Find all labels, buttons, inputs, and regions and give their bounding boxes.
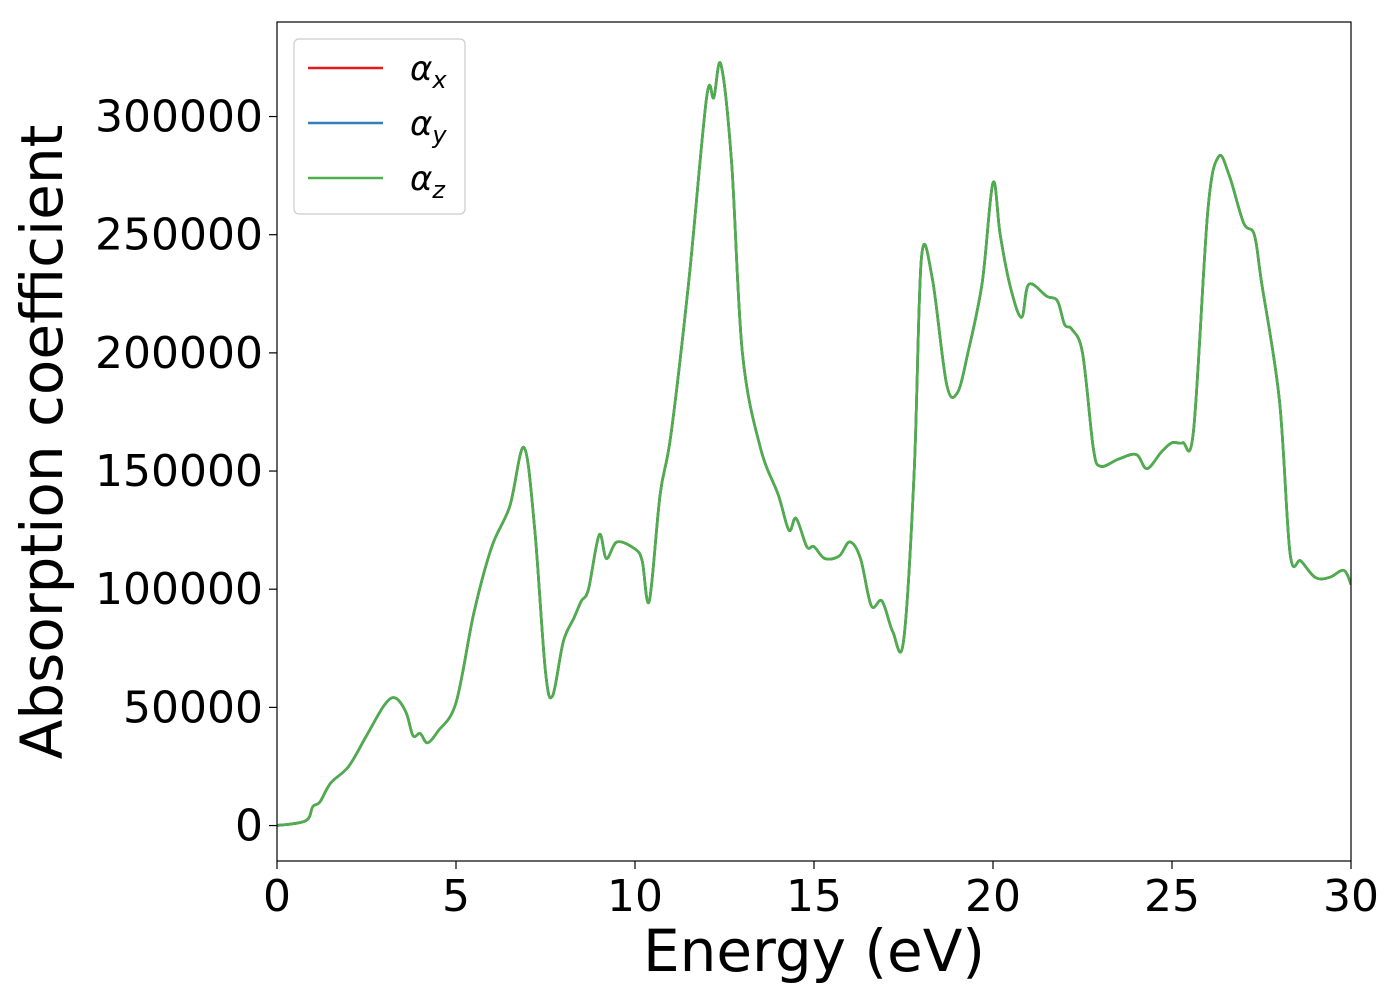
y-tick-label: 0 [235,801,263,852]
legend-frame [293,38,466,215]
y-axis: 0 50000 100000 150000 200000 250000 300000 [95,92,277,852]
x-tick-label: 30 [1323,871,1379,922]
y-tick-label: 50000 [123,682,263,733]
x-tick-label: 25 [1144,871,1200,922]
y-axis-title: Absorption coefficient [8,125,76,760]
legend: αx αy αz [293,38,466,215]
x-tick-label: 15 [786,871,842,922]
y-tick-label: 200000 [95,328,263,379]
series-layer [277,61,1351,827]
legend-label: αx [410,49,447,94]
legend-label: αy [410,104,447,149]
x-tick-label: 5 [442,871,470,922]
x-axis-title: Energy (eV) [643,917,985,985]
series-line-alpha-z [277,61,1351,827]
legend-label: αz [410,159,446,204]
x-axis: 0 5 10 15 20 25 30 [263,861,1379,922]
x-tick-label: 0 [263,871,291,922]
x-tick-label: 20 [965,871,1021,922]
y-tick-label: 100000 [95,564,263,615]
y-tick-label: 250000 [95,210,263,261]
x-tick-label: 10 [607,871,663,922]
y-tick-label: 300000 [95,92,263,143]
y-tick-label: 150000 [95,446,263,497]
